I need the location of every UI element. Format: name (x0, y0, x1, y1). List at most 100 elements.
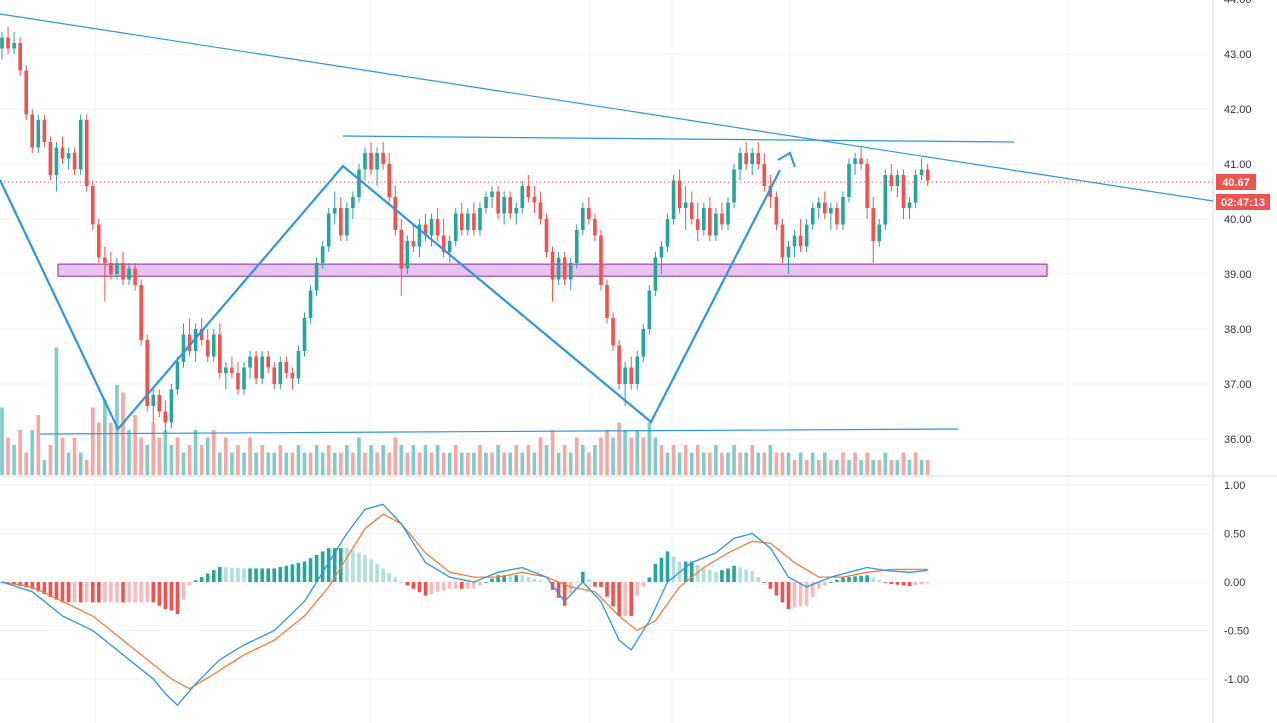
macd-histogram-bar (205, 573, 210, 582)
macd-histogram-bar (919, 582, 924, 585)
candle-body (224, 367, 228, 373)
candle-body (163, 411, 168, 423)
volume-bar (514, 445, 519, 475)
candle-body (139, 285, 143, 340)
candle-body (599, 235, 603, 285)
volume-bar (78, 452, 83, 475)
macd-histogram-bar (762, 582, 767, 583)
volume-bar (496, 445, 500, 475)
macd-histogram-bar (103, 582, 107, 603)
volume-bar (218, 452, 222, 475)
volume-bar (181, 452, 186, 475)
macd-histogram-bar (163, 582, 168, 610)
price-tick-label: 42.00 (1224, 104, 1252, 116)
candle-body (248, 356, 252, 368)
candle-body (205, 340, 210, 357)
macd-histogram-bar (871, 577, 875, 582)
macd-histogram-bar (744, 569, 748, 582)
candle-body (865, 164, 869, 208)
candle-body (859, 158, 863, 164)
macd-histogram-bar (514, 575, 519, 582)
macd-histogram-bar (889, 582, 894, 585)
candle-body (42, 120, 47, 142)
candle-body (199, 329, 204, 340)
zigzag-pattern[interactable] (0, 164, 781, 432)
descending-trendline[interactable] (0, 13, 1214, 202)
macd-histogram-bar (659, 557, 664, 582)
candle-body (435, 219, 440, 236)
candle-body (562, 257, 567, 280)
candle-body (472, 213, 476, 230)
volume-bar (0, 407, 4, 475)
volume-bar (581, 445, 585, 475)
candle-body (193, 329, 198, 351)
candle-body (502, 197, 506, 214)
candle-body (290, 373, 295, 379)
macd-histogram-bar (683, 561, 688, 582)
candle-body (574, 230, 579, 263)
macd-histogram-bar (647, 577, 652, 582)
macd-histogram-bar (720, 570, 724, 582)
volume-bar (550, 430, 555, 475)
macd-histogram-bar (399, 582, 404, 583)
volume-bar (103, 400, 107, 475)
macd-histogram-bar (653, 563, 658, 582)
volume-bar (587, 452, 591, 475)
volume-bar (877, 460, 882, 475)
volume-bar (538, 437, 543, 475)
candle-body (623, 367, 627, 384)
macd-histogram-bar (320, 551, 325, 582)
candle-body (18, 43, 22, 71)
volume-bar (913, 452, 918, 475)
candle-body (829, 208, 833, 214)
candle-body (605, 285, 609, 318)
candle-body (369, 153, 373, 170)
resistance-line[interactable] (342, 135, 1015, 143)
trend-drawings[interactable] (0, 13, 1214, 435)
candle-body (496, 191, 500, 214)
macd-histogram-bar (363, 554, 367, 582)
volume-bar (708, 452, 712, 475)
candle-body (780, 224, 785, 258)
candle-body (133, 268, 137, 285)
macd-histogram-bar (508, 575, 512, 582)
macd-histogram-bar (732, 565, 736, 582)
macd-tick-label: -1.00 (1224, 674, 1249, 686)
macd-histogram-bar (466, 582, 470, 589)
volume-bar (248, 437, 252, 475)
candle-body (847, 164, 851, 197)
candle-body (508, 197, 512, 214)
candle-body (671, 180, 676, 219)
volume-bar (478, 445, 482, 475)
volume-bar (732, 445, 736, 475)
candle-body (683, 202, 688, 208)
macd-histogram-bar (635, 582, 640, 596)
candle-body (115, 263, 119, 274)
price-axis[interactable]: 44.00 43.00 42.00 41.00 40.00 39.00 38.00 37.00… (1224, 0, 1252, 686)
macd-histogram-bar (702, 568, 706, 582)
macd-histogram-bar (339, 548, 343, 582)
candle-body (677, 180, 682, 208)
price-badges: 40.67 02:47:13 (1216, 174, 1270, 210)
candle-body (0, 37, 4, 49)
candle-body (48, 142, 53, 175)
volume-bar (187, 445, 192, 475)
macd-histogram-bar (810, 582, 815, 598)
macd-histogram-bar (568, 582, 573, 594)
macd-histogram-bar (423, 582, 428, 596)
macd-histogram-bar (224, 567, 228, 582)
candle-body (72, 153, 77, 170)
candle-body (387, 164, 391, 197)
volume-bar (308, 452, 313, 475)
macd-histogram-bar (490, 578, 494, 582)
volume-bar (157, 437, 162, 475)
pattern-arrow[interactable] (777, 151, 796, 168)
macd-histogram-bar (714, 571, 718, 582)
volume-bar (883, 452, 888, 475)
candle-body (544, 219, 549, 252)
volume-bar (738, 452, 742, 475)
volume-bar (339, 452, 343, 475)
bottom-support-line[interactable] (39, 428, 959, 435)
candle-body (768, 186, 773, 197)
